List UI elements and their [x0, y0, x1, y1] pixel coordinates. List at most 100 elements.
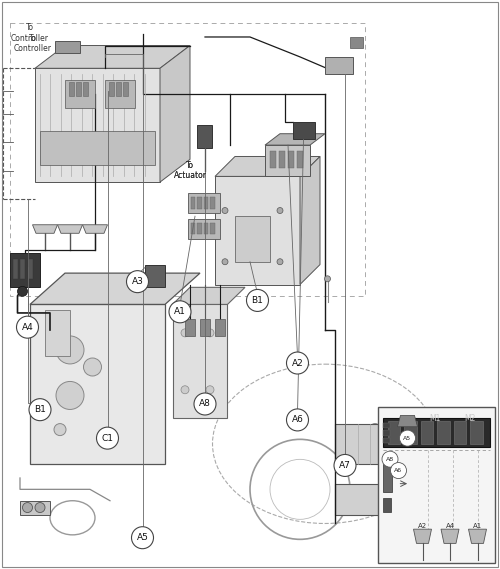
Bar: [10, 23, 365, 296]
Polygon shape: [265, 145, 310, 176]
Polygon shape: [35, 68, 160, 182]
Polygon shape: [414, 529, 432, 543]
Bar: [109, 82, 114, 96]
Circle shape: [246, 290, 268, 311]
Bar: [145, 265, 165, 287]
Bar: [190, 223, 195, 234]
Text: A3: A3: [132, 277, 143, 286]
Bar: [188, 219, 220, 239]
Circle shape: [206, 329, 214, 337]
Text: A8: A8: [386, 457, 394, 461]
Bar: [76, 82, 81, 96]
Bar: [210, 223, 214, 234]
Text: M1: M1: [430, 414, 440, 423]
Circle shape: [334, 455, 356, 476]
Text: A5: A5: [136, 533, 148, 542]
Polygon shape: [32, 225, 58, 233]
Bar: [20, 259, 25, 279]
Bar: [204, 197, 208, 209]
Text: A6: A6: [292, 415, 304, 424]
Bar: [188, 193, 220, 213]
Bar: [55, 41, 80, 53]
Circle shape: [206, 386, 214, 394]
Circle shape: [84, 358, 102, 376]
Bar: [350, 37, 362, 48]
Polygon shape: [35, 46, 190, 68]
Text: To
Actuator: To Actuator: [174, 161, 206, 180]
Bar: [65, 80, 95, 108]
Polygon shape: [82, 225, 108, 233]
Circle shape: [194, 393, 216, 415]
Bar: [116, 82, 121, 96]
Text: To
Actuator: To Actuator: [174, 161, 206, 180]
Bar: [335, 424, 415, 464]
Circle shape: [54, 423, 66, 436]
Polygon shape: [468, 529, 486, 543]
Circle shape: [277, 208, 283, 213]
Circle shape: [277, 259, 283, 265]
Polygon shape: [30, 304, 165, 464]
Bar: [325, 57, 352, 74]
Circle shape: [132, 527, 154, 549]
Circle shape: [222, 208, 228, 213]
Bar: [383, 498, 390, 512]
Text: A2: A2: [418, 523, 427, 530]
Bar: [270, 151, 276, 168]
Bar: [28, 259, 32, 279]
Text: A1: A1: [174, 307, 186, 316]
Text: C1: C1: [102, 434, 114, 443]
Bar: [382, 438, 390, 443]
Bar: [382, 423, 390, 428]
Polygon shape: [58, 225, 82, 233]
Bar: [454, 421, 466, 444]
Text: B1: B1: [34, 405, 46, 414]
Polygon shape: [215, 156, 320, 176]
Circle shape: [390, 463, 406, 479]
Ellipse shape: [362, 424, 388, 464]
Text: A7: A7: [339, 461, 351, 470]
Circle shape: [29, 399, 51, 420]
Bar: [10, 253, 40, 287]
Text: A6: A6: [394, 468, 402, 473]
Circle shape: [286, 409, 308, 431]
Bar: [378, 407, 495, 563]
Text: B1: B1: [252, 296, 264, 305]
Bar: [204, 223, 208, 234]
Bar: [470, 421, 482, 444]
Bar: [235, 216, 270, 262]
Circle shape: [126, 271, 148, 292]
Text: M2: M2: [464, 414, 475, 423]
Circle shape: [16, 316, 38, 338]
Bar: [382, 430, 390, 436]
Bar: [215, 319, 225, 336]
Text: A4: A4: [22, 323, 34, 332]
Bar: [200, 319, 210, 336]
Text: A1: A1: [473, 523, 482, 530]
Bar: [185, 319, 195, 336]
Text: A5: A5: [404, 436, 411, 440]
Circle shape: [286, 352, 308, 374]
Polygon shape: [398, 415, 417, 427]
Bar: [20, 501, 50, 515]
Circle shape: [222, 259, 228, 265]
Text: To
Controller: To Controller: [14, 34, 52, 53]
Circle shape: [181, 386, 189, 394]
Bar: [382, 418, 490, 447]
Bar: [123, 82, 128, 96]
Bar: [45, 310, 70, 356]
Text: A8: A8: [199, 399, 211, 409]
Circle shape: [96, 427, 118, 449]
Bar: [190, 197, 195, 209]
Bar: [297, 151, 303, 168]
Circle shape: [400, 430, 415, 446]
Text: A2: A2: [292, 358, 304, 368]
Bar: [105, 80, 135, 108]
Bar: [83, 82, 88, 96]
Polygon shape: [215, 176, 300, 284]
Bar: [335, 484, 415, 515]
Bar: [292, 122, 315, 139]
Polygon shape: [300, 156, 320, 284]
Circle shape: [169, 301, 191, 323]
Polygon shape: [172, 287, 245, 304]
Polygon shape: [160, 46, 190, 182]
